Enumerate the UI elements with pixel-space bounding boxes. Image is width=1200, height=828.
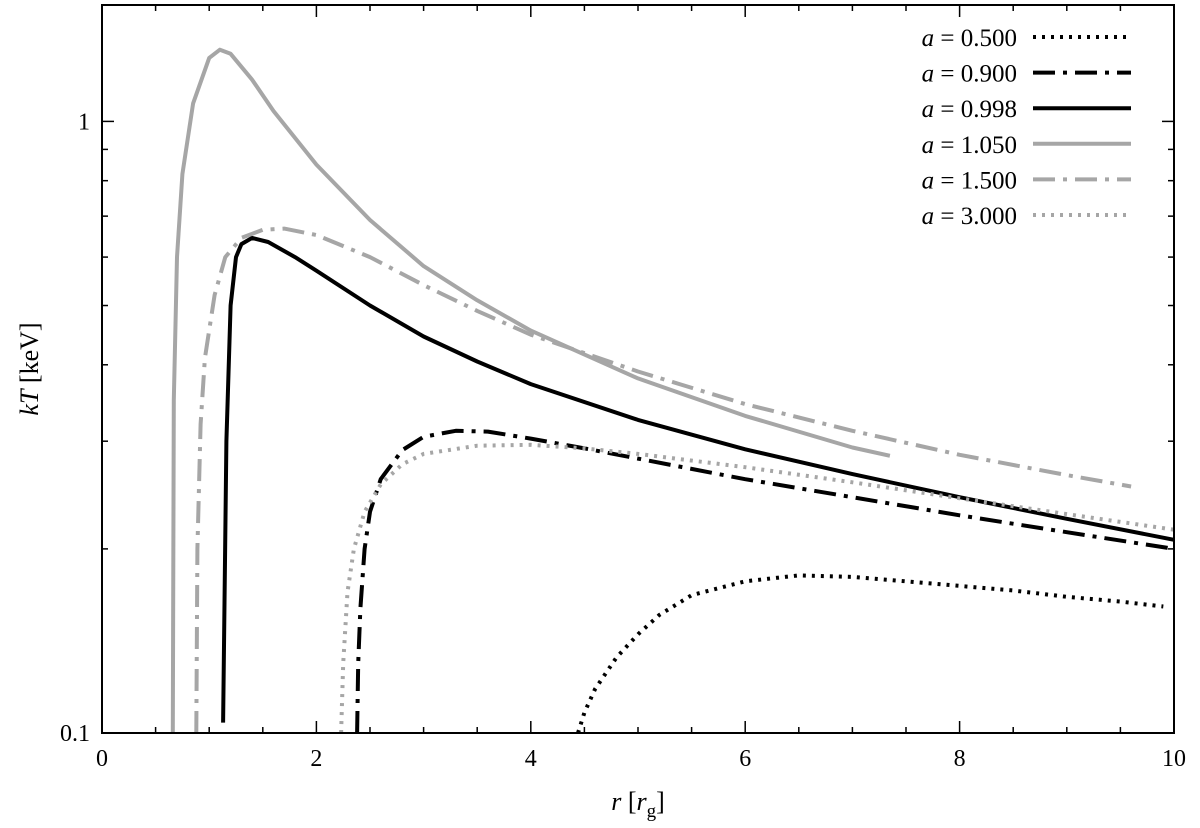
series-line-2 [221, 235, 1175, 723]
x-tick-label: 10 [1162, 746, 1186, 772]
x-tick-label: 6 [739, 746, 751, 772]
y-axis-label: kT [keV] [15, 322, 44, 415]
x-axis-label: r [rg] [611, 787, 665, 822]
ticks-layer: 0 2 4 6 8 10 0.1 1 [60, 5, 1186, 772]
legend-label-4: a = 1.500 [922, 167, 1017, 194]
series-layer [170, 47, 1175, 734]
legend-label-2: a = 0.998 [922, 96, 1017, 123]
series-line-5 [339, 442, 1175, 734]
legend: a = 0.500 a = 0.900 a = 0.998 a = 1.050 a = … [922, 25, 1131, 230]
x-tick-label: 8 [954, 746, 966, 772]
x-tick-label: 0 [96, 746, 108, 772]
x-tick-label: 2 [310, 746, 322, 772]
series-line-0 [576, 573, 1164, 734]
x-tick-label: 4 [525, 746, 537, 772]
series-line-3 [170, 47, 891, 734]
legend-label-0: a = 0.500 [922, 25, 1017, 52]
series-line-1 [355, 428, 1175, 734]
legend-label-5: a = 3.000 [922, 203, 1017, 230]
y-tick-label: 1 [78, 109, 90, 135]
series-line-4 [194, 226, 1132, 734]
y-tick-label: 0.1 [60, 721, 90, 747]
legend-label-3: a = 1.050 [922, 132, 1017, 159]
legend-label-1: a = 0.900 [922, 61, 1017, 88]
